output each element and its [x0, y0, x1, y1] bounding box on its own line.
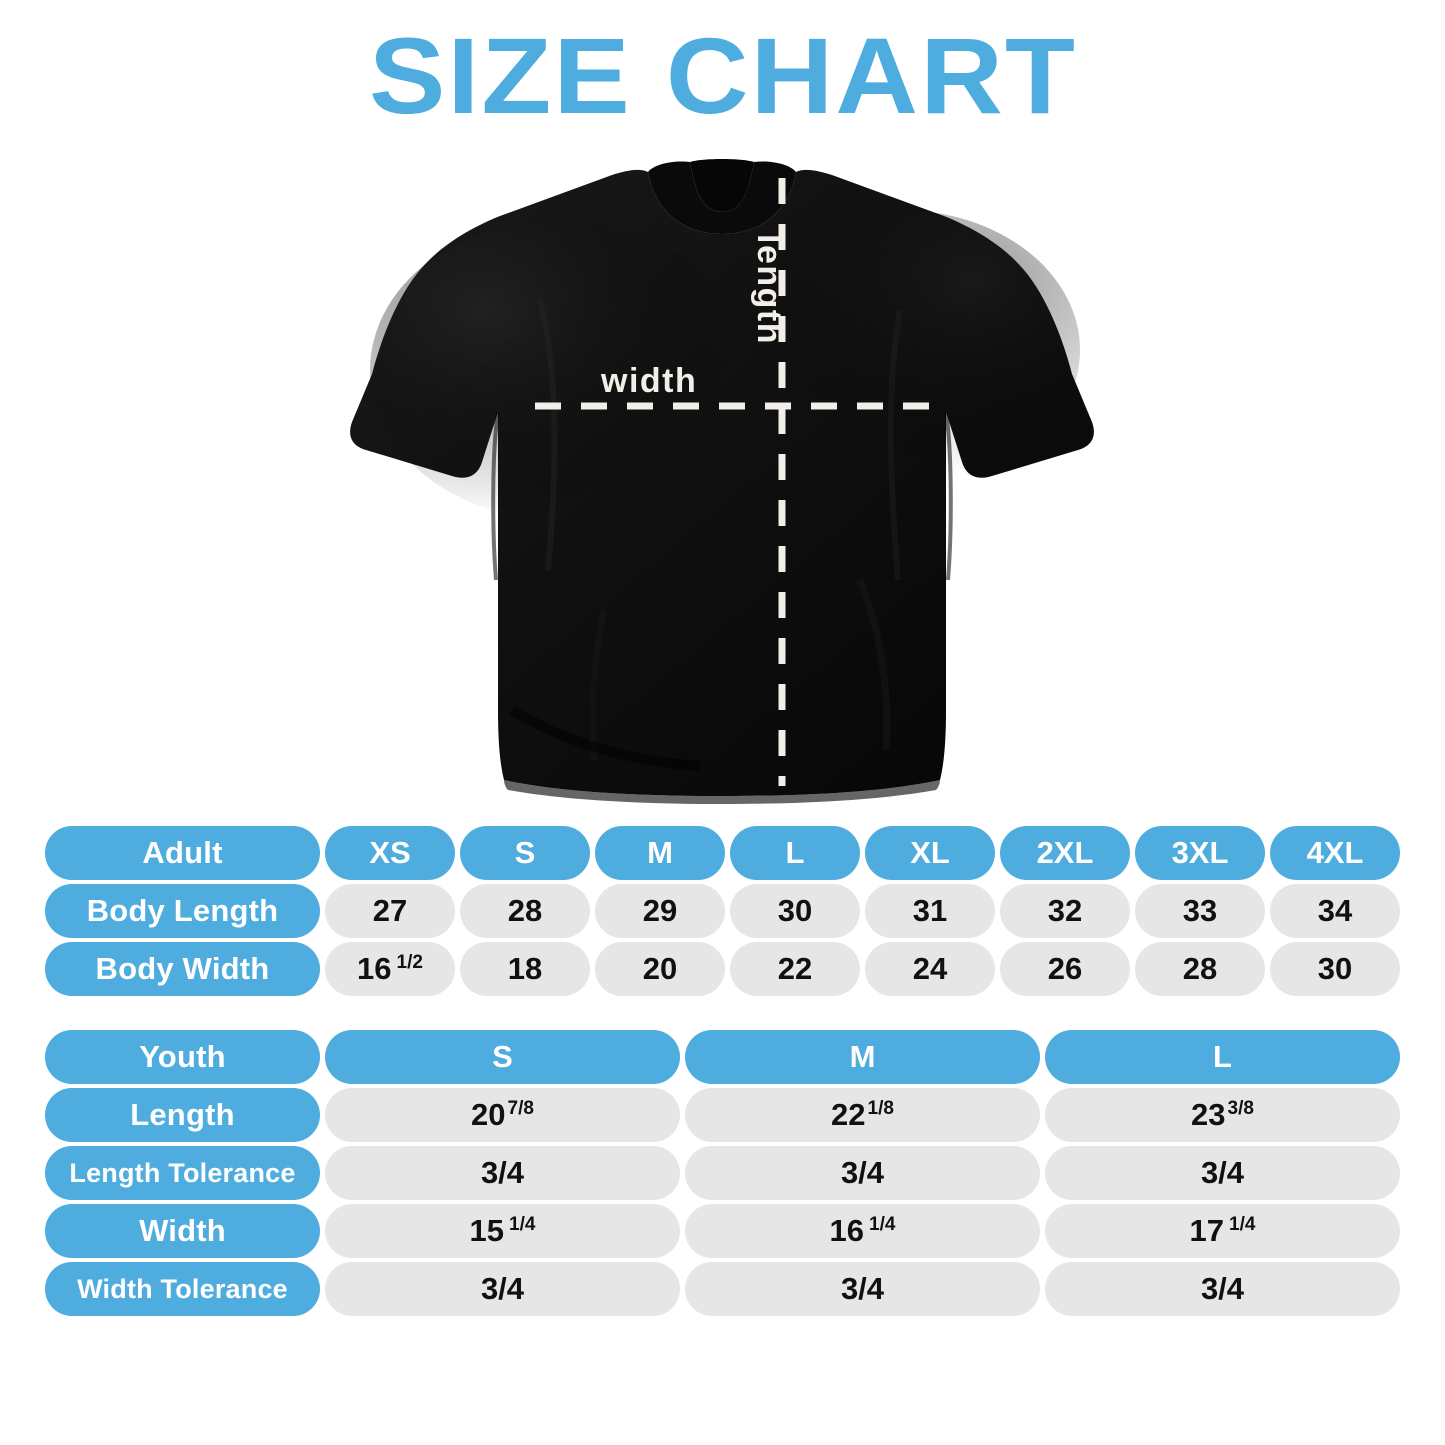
measurement-value: 3/4 — [840, 1155, 885, 1190]
measurement-value: 27 — [372, 893, 408, 928]
measurement-value: 33 — [1182, 893, 1218, 928]
table-row: Width Tolerance 3/4 3/4 3/4 — [45, 1262, 1400, 1316]
youth-row-label-width: Width — [45, 1204, 320, 1258]
youth-table-title: Youth — [45, 1030, 320, 1084]
measurement-value: 30 — [1317, 951, 1353, 986]
measurement-cell: 28 — [1135, 942, 1265, 996]
measurement-fraction: 1/4 — [869, 1214, 896, 1235]
width-measure-label: width — [601, 362, 698, 400]
measurement-value: 16 — [829, 1213, 865, 1248]
measurement-cell: 34 — [1270, 884, 1400, 938]
measurement-value: 22 — [831, 1097, 866, 1132]
measurement-cell: 26 — [1000, 942, 1130, 996]
adult-size-table: Adult XS S M L XL 2XL 3XL 4XL Body Length 27 28 29… — [45, 826, 1400, 996]
measurement-cell: 22 1/8 — [685, 1088, 1040, 1142]
adult-row-label-body-length: Body Length — [45, 884, 320, 938]
measurement-value: 3/4 — [480, 1155, 525, 1190]
adult-header-row: Adult XS S M L XL 2XL 3XL 4XL — [45, 826, 1400, 880]
youth-size-header-l: L — [1045, 1030, 1400, 1084]
measurement-cell: 30 — [1270, 942, 1400, 996]
measurement-cell: 15 1/4 — [325, 1204, 680, 1258]
measurement-value: 28 — [1182, 951, 1218, 986]
measurement-cell: 30 — [730, 884, 860, 938]
measurement-value: 20 — [471, 1097, 506, 1132]
measurement-value: 18 — [507, 951, 543, 986]
measurement-value: 24 — [912, 951, 948, 986]
tshirt-icon — [350, 159, 1094, 804]
measurement-cell: 3/4 — [1045, 1146, 1400, 1200]
measurement-fraction: 3/8 — [1227, 1098, 1254, 1119]
measurement-cell: 3/4 — [325, 1262, 680, 1316]
measurement-cell: 3/4 — [1045, 1262, 1400, 1316]
measurement-fraction: 1/2 — [396, 952, 423, 973]
size-tables: Adult XS S M L XL 2XL 3XL 4XL Body Length 27 28 29… — [45, 826, 1400, 1316]
adult-size-header-xl: XL — [865, 826, 995, 880]
measurement-cell: 32 — [1000, 884, 1130, 938]
measurement-cell: 23 3/8 — [1045, 1088, 1400, 1142]
measurement-value: 30 — [777, 893, 813, 928]
adult-size-header-m: M — [595, 826, 725, 880]
youth-row-label-length-tolerance: Length Tolerance — [45, 1146, 320, 1200]
adult-row-label-body-width: Body Width — [45, 942, 320, 996]
youth-row-label-width-tolerance: Width Tolerance — [45, 1262, 320, 1316]
measurement-cell: 27 — [325, 884, 455, 938]
measurement-cell: 24 — [865, 942, 995, 996]
youth-size-header-m: M — [685, 1030, 1040, 1084]
measurement-value: 3/4 — [840, 1271, 885, 1306]
table-row: Body Length 27 28 29 30 31 32 33 34 — [45, 884, 1400, 938]
measurement-cell: 33 — [1135, 884, 1265, 938]
adult-size-header-3xl: 3XL — [1135, 826, 1265, 880]
measurement-cell: 20 7/8 — [325, 1088, 680, 1142]
measurement-cell: 31 — [865, 884, 995, 938]
measurement-cell: 3/4 — [685, 1262, 1040, 1316]
measurement-cell: 16 1/2 — [325, 942, 455, 996]
measurement-fraction: 1/4 — [1229, 1214, 1256, 1235]
adult-table-title: Adult — [45, 826, 320, 880]
tshirt-illustration: width length — [0, 150, 1445, 810]
measurement-cell: 3/4 — [325, 1146, 680, 1200]
measurement-value: 15 — [469, 1213, 505, 1248]
adult-size-header-l: L — [730, 826, 860, 880]
measurement-value: 3/4 — [1200, 1155, 1245, 1190]
measurement-cell: 3/4 — [685, 1146, 1040, 1200]
table-row: Width 15 1/4 16 1/4 17 1/4 — [45, 1204, 1400, 1258]
adult-size-header-xs: XS — [325, 826, 455, 880]
measurement-cell: 20 — [595, 942, 725, 996]
youth-size-header-s: S — [325, 1030, 680, 1084]
measurement-value: 16 — [357, 951, 392, 986]
measurement-fraction: 1/8 — [867, 1098, 894, 1119]
measurement-value: 22 — [777, 951, 813, 986]
measurement-cell: 28 — [460, 884, 590, 938]
adult-size-header-s: S — [460, 826, 590, 880]
measurement-value: 28 — [507, 893, 543, 928]
measurement-value: 34 — [1317, 893, 1353, 928]
measurement-value: 23 — [1191, 1097, 1226, 1132]
length-measure-label: length — [750, 234, 788, 345]
measurement-value: 29 — [642, 893, 678, 928]
measurement-cell: 22 — [730, 942, 860, 996]
adult-size-header-4xl: 4XL — [1270, 826, 1400, 880]
page-title: SIZE CHART — [368, 15, 1077, 136]
measurement-fraction: 1/4 — [509, 1214, 536, 1235]
measurement-cell: 17 1/4 — [1045, 1204, 1400, 1258]
measurement-value: 31 — [912, 893, 948, 928]
measurement-cell: 18 — [460, 942, 590, 996]
measurement-cell: 16 1/4 — [685, 1204, 1040, 1258]
measurement-value: 3/4 — [1200, 1271, 1245, 1306]
measurement-value: 32 — [1047, 893, 1083, 928]
youth-row-label-length: Length — [45, 1088, 320, 1142]
measurement-value: 26 — [1047, 951, 1083, 986]
table-row: Length 20 7/8 22 1/8 23 3/8 — [45, 1088, 1400, 1142]
adult-size-header-2xl: 2XL — [1000, 826, 1130, 880]
table-row: Length Tolerance 3/4 3/4 3/4 — [45, 1146, 1400, 1200]
measurement-value: 20 — [642, 951, 678, 986]
measurement-cell: 29 — [595, 884, 725, 938]
page-title-container: SIZE CHART — [0, 22, 1445, 130]
measurement-value: 3/4 — [480, 1271, 525, 1306]
table-row: Body Width 16 1/2 18 20 22 24 26 28 30 — [45, 942, 1400, 996]
measurement-fraction: 7/8 — [507, 1098, 534, 1119]
measurement-value: 17 — [1189, 1213, 1225, 1248]
